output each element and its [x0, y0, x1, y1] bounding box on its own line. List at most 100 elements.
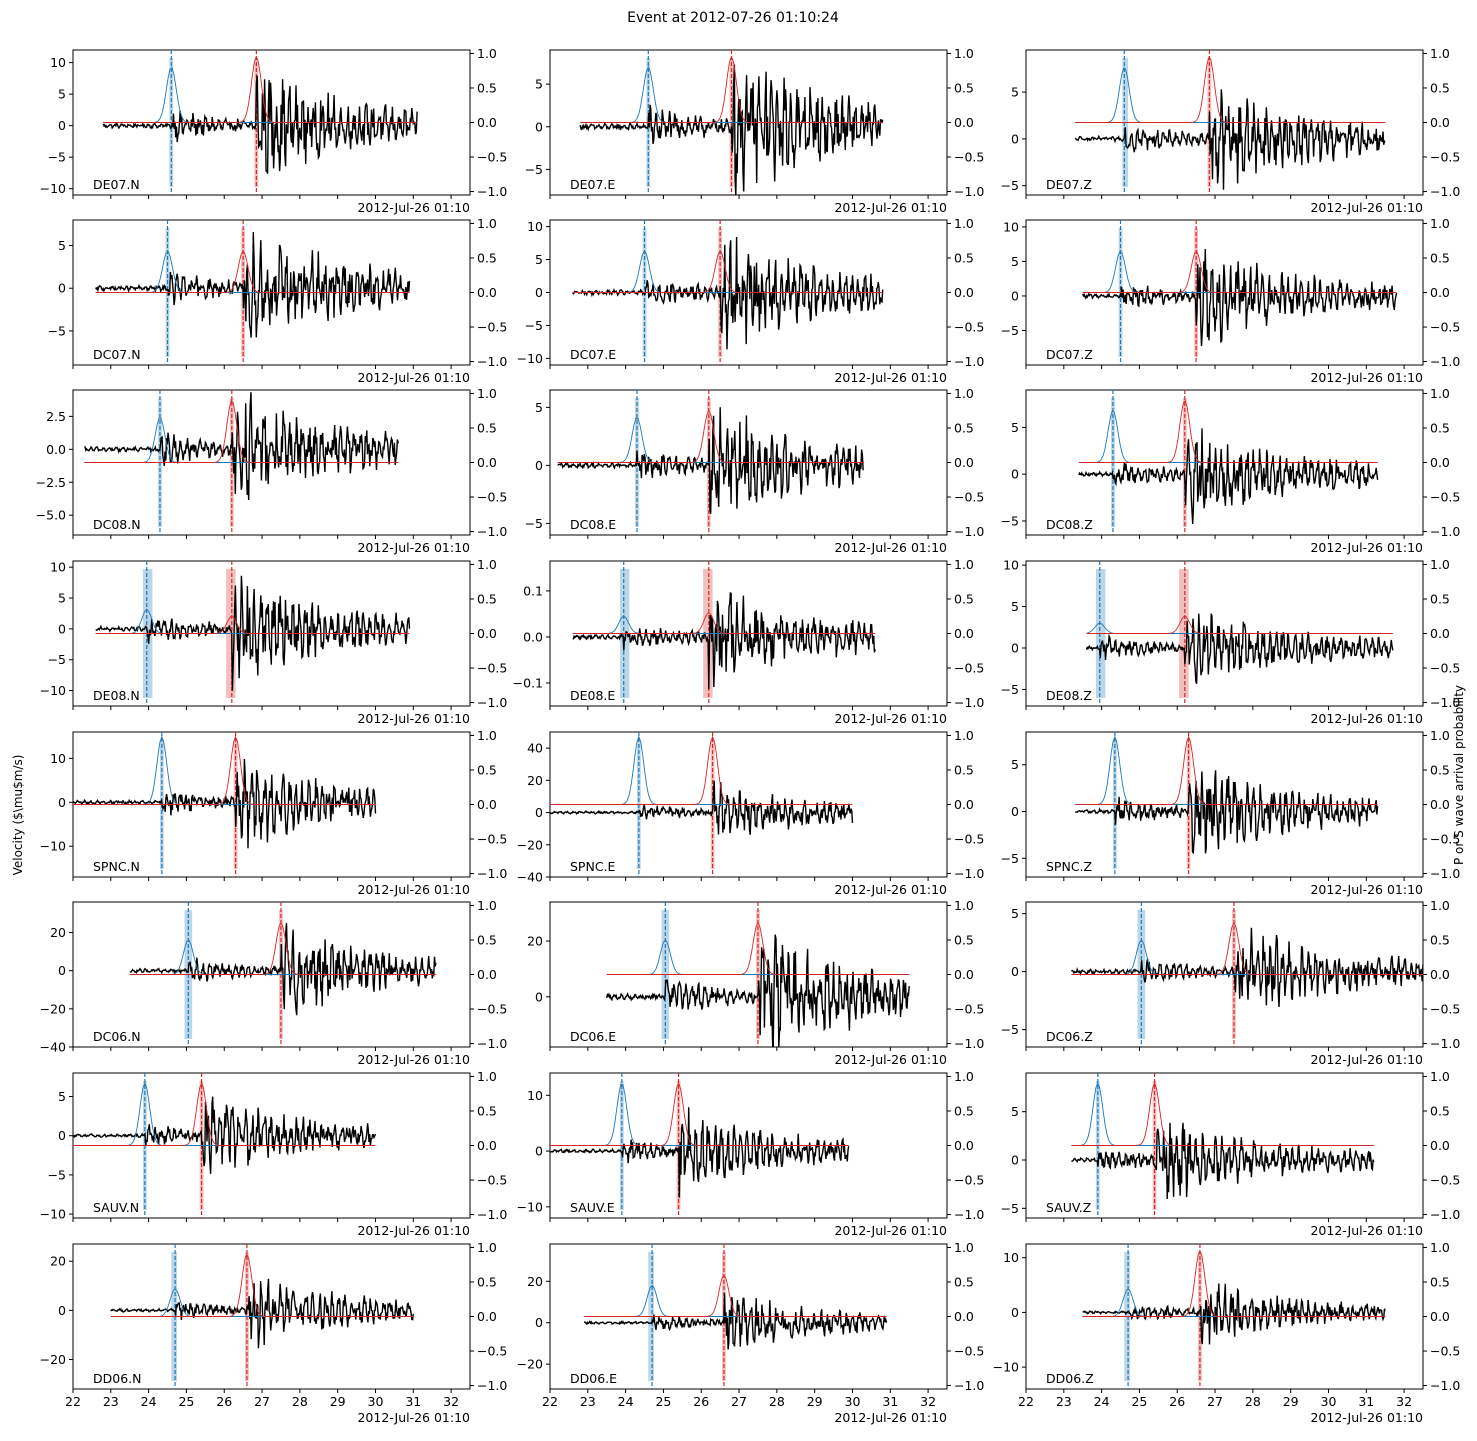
station-label: DE08.Z — [1046, 688, 1092, 703]
plot-area — [1082, 1244, 1386, 1389]
right-tick-label: 1.0 — [477, 1069, 497, 1084]
date-label: 2012-Jul-26 01:10 — [834, 1223, 947, 1238]
p-probability-curve — [572, 615, 876, 634]
left-tick-label: 0.1 — [523, 583, 543, 598]
s-probability-curve — [1086, 615, 1393, 634]
left-tick-label: 5 — [1011, 420, 1019, 435]
right-tick-label: 1.0 — [954, 557, 974, 572]
date-label: 2012-Jul-26 01:10 — [357, 1223, 470, 1238]
x-tick-label: 26 — [216, 1394, 232, 1409]
right-tick-label: −1.0 — [1430, 184, 1460, 199]
right-tick-label: 1.0 — [477, 216, 497, 231]
left-tick-label: 20 — [50, 1254, 66, 1269]
date-label: 2012-Jul-26 01:10 — [1310, 370, 1423, 385]
x-tick-label: 25 — [655, 1394, 671, 1409]
left-tick-label: −40 — [40, 1040, 66, 1055]
left-tick-label: −10 — [517, 351, 543, 366]
station-label: DC08.N — [93, 517, 141, 532]
p-probability-curve — [584, 1284, 887, 1317]
waveform-trace — [550, 780, 854, 835]
left-tick-label: −20 — [40, 1352, 66, 1367]
x-tick-label: 24 — [1094, 1394, 1110, 1409]
p-probability-curve — [1075, 67, 1386, 123]
right-tick-label: 0.0 — [477, 626, 497, 641]
p-probability-curve — [1086, 622, 1393, 634]
s-probability-curve — [129, 921, 436, 975]
x-tick-label: 26 — [1169, 1394, 1185, 1409]
x-tick-label: 31 — [882, 1394, 898, 1409]
right-tick-label: −0.5 — [1430, 320, 1460, 335]
right-tick-label: 0.0 — [477, 797, 497, 812]
s-probability-curve — [606, 921, 910, 975]
x-tick-label: 23 — [1056, 1394, 1072, 1409]
figure-title: Event at 2012-07-26 01:10:24 — [627, 10, 839, 26]
x-tick-label: 24 — [141, 1394, 157, 1409]
s-probability-curve — [550, 735, 853, 805]
s-probability-curve — [550, 1082, 849, 1146]
s-probability-curve — [1082, 250, 1397, 293]
x-tick-label: 31 — [405, 1394, 421, 1409]
date-label: 2012-Jul-26 01:10 — [834, 200, 947, 215]
x-tick-label: 26 — [693, 1394, 709, 1409]
left-tick-label: −20 — [40, 1001, 66, 1016]
right-tick-label: 0.0 — [954, 967, 974, 982]
right-tick-label: 1.0 — [954, 728, 974, 743]
right-tick-label: 0.0 — [954, 1138, 974, 1153]
right-tick-label: 1.0 — [1430, 1069, 1450, 1084]
waveform-trace — [73, 1096, 377, 1174]
plot-area — [550, 732, 854, 877]
station-label: SAUV.Z — [1046, 1200, 1091, 1215]
left-tick-label: 0 — [1011, 467, 1019, 482]
s-probability-curve — [1082, 1249, 1386, 1317]
right-tick-label: 0.5 — [477, 591, 497, 606]
date-label: 2012-Jul-26 01:10 — [834, 1410, 947, 1425]
right-tick-label: 1.0 — [477, 386, 497, 401]
plot-area — [73, 1073, 377, 1218]
date-label: 2012-Jul-26 01:10 — [357, 1410, 470, 1425]
right-tick-label: −1.0 — [954, 524, 984, 539]
left-tick-label: 5 — [1011, 757, 1019, 772]
right-tick-label: −1.0 — [954, 1378, 984, 1393]
left-tick-label: 0.0 — [523, 629, 543, 644]
panel-de08-n: 10 5 0 −5 −10 1.0 0.5 0.0 −0.5 −1.0 2012-Jul-26 01… — [40, 557, 508, 726]
right-tick-label: −1.0 — [954, 184, 984, 199]
right-tick-label: 0.0 — [954, 115, 974, 130]
left-tick-label: 10 — [527, 219, 543, 234]
right-tick-label: −0.5 — [954, 1344, 984, 1359]
date-label: 2012-Jul-26 01:10 — [1310, 711, 1423, 726]
s-probability-curve — [1071, 921, 1423, 975]
left-tick-label: 5 — [1011, 599, 1019, 614]
right-tick-label: 1.0 — [954, 1240, 974, 1255]
s-probability-curve — [584, 1274, 887, 1317]
right-tick-label: 1.0 — [954, 898, 974, 913]
left-tick-label: 0 — [58, 795, 66, 810]
station-label: DD06.N — [93, 1371, 141, 1386]
date-label: 2012-Jul-26 01:10 — [1310, 1223, 1423, 1238]
left-tick-label: 10 — [50, 751, 66, 766]
station-label: DE07.N — [93, 177, 140, 192]
date-label: 2012-Jul-26 01:10 — [357, 711, 470, 726]
plot-area — [84, 390, 399, 535]
right-tick-label: 0.5 — [477, 80, 497, 95]
waveform-trace — [1078, 428, 1379, 524]
date-label: 2012-Jul-26 01:10 — [834, 370, 947, 385]
left-tick-label: −5 — [48, 323, 66, 338]
plot-area — [95, 220, 411, 365]
left-tick-label: 0 — [58, 621, 66, 636]
x-tick-label: 24 — [618, 1394, 634, 1409]
s-probability-curve — [580, 55, 883, 123]
panel-dc06-e: 20 0 1.0 0.5 0.0 −0.5 −1.0 2012-Jul-26 01:10 DC0… — [527, 898, 984, 1067]
left-axis-label: Velocity ($\mu$m/s) — [11, 755, 25, 876]
left-tick-label: 5 — [535, 77, 543, 92]
right-tick-label: −1.0 — [1430, 1036, 1460, 1051]
date-label: 2012-Jul-26 01:10 — [834, 882, 947, 897]
date-label: 2012-Jul-26 01:10 — [834, 540, 947, 555]
left-tick-label: −5 — [1001, 1201, 1019, 1216]
right-tick-label: −0.5 — [1430, 1173, 1460, 1188]
right-tick-label: 1.0 — [477, 898, 497, 913]
panel-dc07-e: 10 5 0 −5 −10 1.0 0.5 0.0 −0.5 −1.0 2012-Jul-26 01… — [517, 216, 985, 385]
station-label: SPNC.Z — [1046, 859, 1092, 874]
date-label: 2012-Jul-26 01:10 — [357, 882, 470, 897]
station-label: DC08.E — [570, 517, 616, 532]
waveform-trace — [110, 1278, 414, 1349]
